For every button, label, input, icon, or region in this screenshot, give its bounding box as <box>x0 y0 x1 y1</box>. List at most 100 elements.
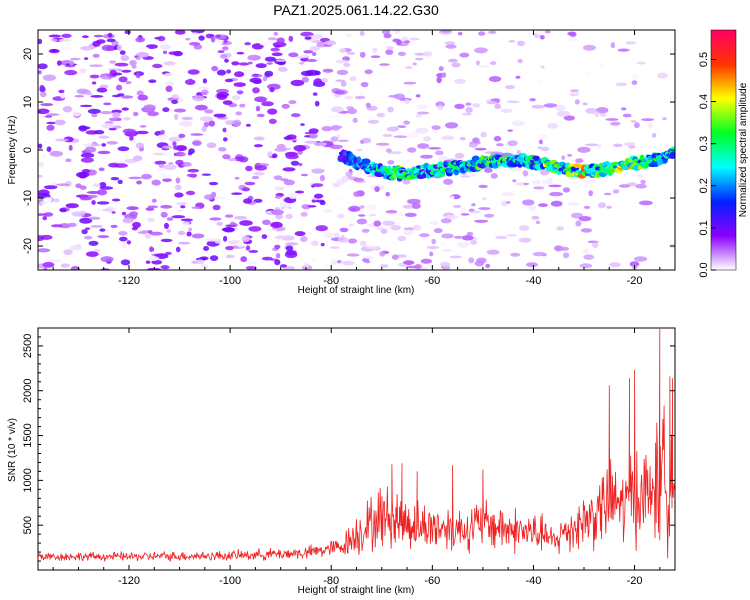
spectrogram-cell <box>38 248 51 253</box>
spectrogram-cell <box>561 155 566 160</box>
spectrogram-cell <box>124 30 131 35</box>
spectrogram-cell <box>187 264 202 268</box>
spectrogram-cell <box>160 265 170 270</box>
spectrogram-cell <box>465 107 473 113</box>
spectrogram-cell <box>638 200 653 206</box>
spectrogram-cell <box>175 246 181 253</box>
spectrogram-cell <box>574 99 580 105</box>
spectrogram-cell <box>470 240 478 245</box>
spectrogram-cell <box>609 262 621 268</box>
spectrogram-cell <box>290 160 300 166</box>
spectrogram-cell <box>194 104 208 111</box>
spectrogram-cell <box>367 119 380 124</box>
spectrogram-cell <box>359 30 365 36</box>
spectrogram-cell <box>517 58 523 64</box>
spectrogram-cell <box>38 38 43 45</box>
spectrogram-cell <box>96 39 106 44</box>
spectrogram-cell <box>253 144 263 148</box>
spectrogram-cell <box>313 142 327 147</box>
spectrogram-cell <box>101 44 115 52</box>
spectrogram-cell <box>582 248 589 254</box>
spectrogram-cell <box>353 191 361 198</box>
spectrogram-cell <box>484 213 495 218</box>
spectrogram-cell <box>171 215 186 219</box>
spectrogram-cell <box>535 220 541 225</box>
spectrogram-cell <box>548 184 562 188</box>
spectrogram-cell <box>175 159 184 166</box>
spectrogram-cell <box>294 231 306 237</box>
spectrogram-cell <box>308 231 314 235</box>
spectrogram-cell <box>474 260 485 267</box>
spectrogram-cell <box>610 121 621 126</box>
y-tick-label: -20 <box>22 238 34 254</box>
spectrogram-cell <box>133 111 139 117</box>
spectrogram-cell <box>486 249 500 255</box>
spectrogram-cell <box>578 216 592 222</box>
spectrogram-cell <box>345 171 353 178</box>
spectrogram-cell <box>269 87 275 93</box>
spectrogram-cell <box>323 232 335 239</box>
y-tick-label: 1000 <box>22 468 34 492</box>
spectrogram-cell <box>236 51 245 55</box>
spectrogram-ridge-cell <box>346 151 351 155</box>
y-tick-label: 0 <box>22 147 34 153</box>
spectrogram-cell <box>441 233 454 239</box>
snr-y-label: SNR (10 * v/v) <box>7 418 18 482</box>
spectrogram-cell <box>145 207 155 211</box>
spectrogram-cell <box>522 199 535 206</box>
spectrogram-cell <box>58 89 65 94</box>
spectrogram-cell <box>585 71 590 76</box>
spectrogram-cell <box>91 81 97 85</box>
spectrogram-cell <box>147 230 153 234</box>
spectrogram-cell <box>91 113 98 118</box>
spectrogram-cell <box>286 134 297 140</box>
spectrogram-cell <box>633 256 648 262</box>
spectrogram-cell <box>40 201 49 204</box>
spectrogram-cell <box>80 46 94 51</box>
spectrogram-cell <box>506 100 520 104</box>
spectrogram-cell <box>618 184 631 188</box>
spectrogram-cell <box>461 112 472 116</box>
spectrogram-cell <box>121 211 127 216</box>
spectrogram-cell <box>63 249 73 256</box>
spectrogram-cell <box>291 113 301 118</box>
spectrogram-cell <box>382 134 393 137</box>
spectrogram-cell <box>382 220 396 226</box>
spectrogram-cell <box>622 113 632 118</box>
spectrogram-cell <box>60 263 70 268</box>
spectrogram-cell <box>288 52 299 58</box>
spectrogram-cell <box>336 69 349 75</box>
spectrogram-cell <box>358 214 366 217</box>
spectrogram-cell <box>290 79 305 87</box>
spectrogram-cell <box>625 41 637 45</box>
spectrogram-cell <box>204 238 218 242</box>
spectrogram-cell <box>110 177 120 181</box>
spectrogram-cell <box>416 104 429 110</box>
spectrogram-cell <box>118 68 123 72</box>
spectrogram-cell <box>300 173 309 177</box>
spectrogram-cell <box>361 137 372 144</box>
x-tick-label: -40 <box>525 575 541 587</box>
spectrogram-cell <box>360 205 365 209</box>
spectrogram-cell <box>414 57 424 61</box>
spectrogram-cell <box>98 167 105 172</box>
spectrogram-cell <box>38 235 45 242</box>
spectrogram-cell <box>583 254 595 260</box>
spectrogram-cell <box>478 31 486 36</box>
spectrogram-cell <box>307 205 317 208</box>
spectrogram-ridge-cell <box>361 158 371 165</box>
spectrogram-cell <box>474 147 487 151</box>
spectrogram-cell <box>334 90 345 95</box>
spectrogram-cell <box>582 102 588 106</box>
spectrogram-cell <box>538 203 548 208</box>
spectrogram-cell <box>472 103 481 108</box>
spectrogram-cell <box>259 40 274 46</box>
spectrogram-cell <box>322 263 331 267</box>
spectrogram-cell <box>366 204 377 210</box>
y-tick-label: 10 <box>22 96 34 108</box>
spectrogram-cell <box>101 123 115 129</box>
spectrogram-cell <box>122 217 134 224</box>
spectrogram-cell <box>359 240 367 247</box>
spectrogram-cell <box>598 202 606 209</box>
spectrogram-cell <box>507 234 517 237</box>
